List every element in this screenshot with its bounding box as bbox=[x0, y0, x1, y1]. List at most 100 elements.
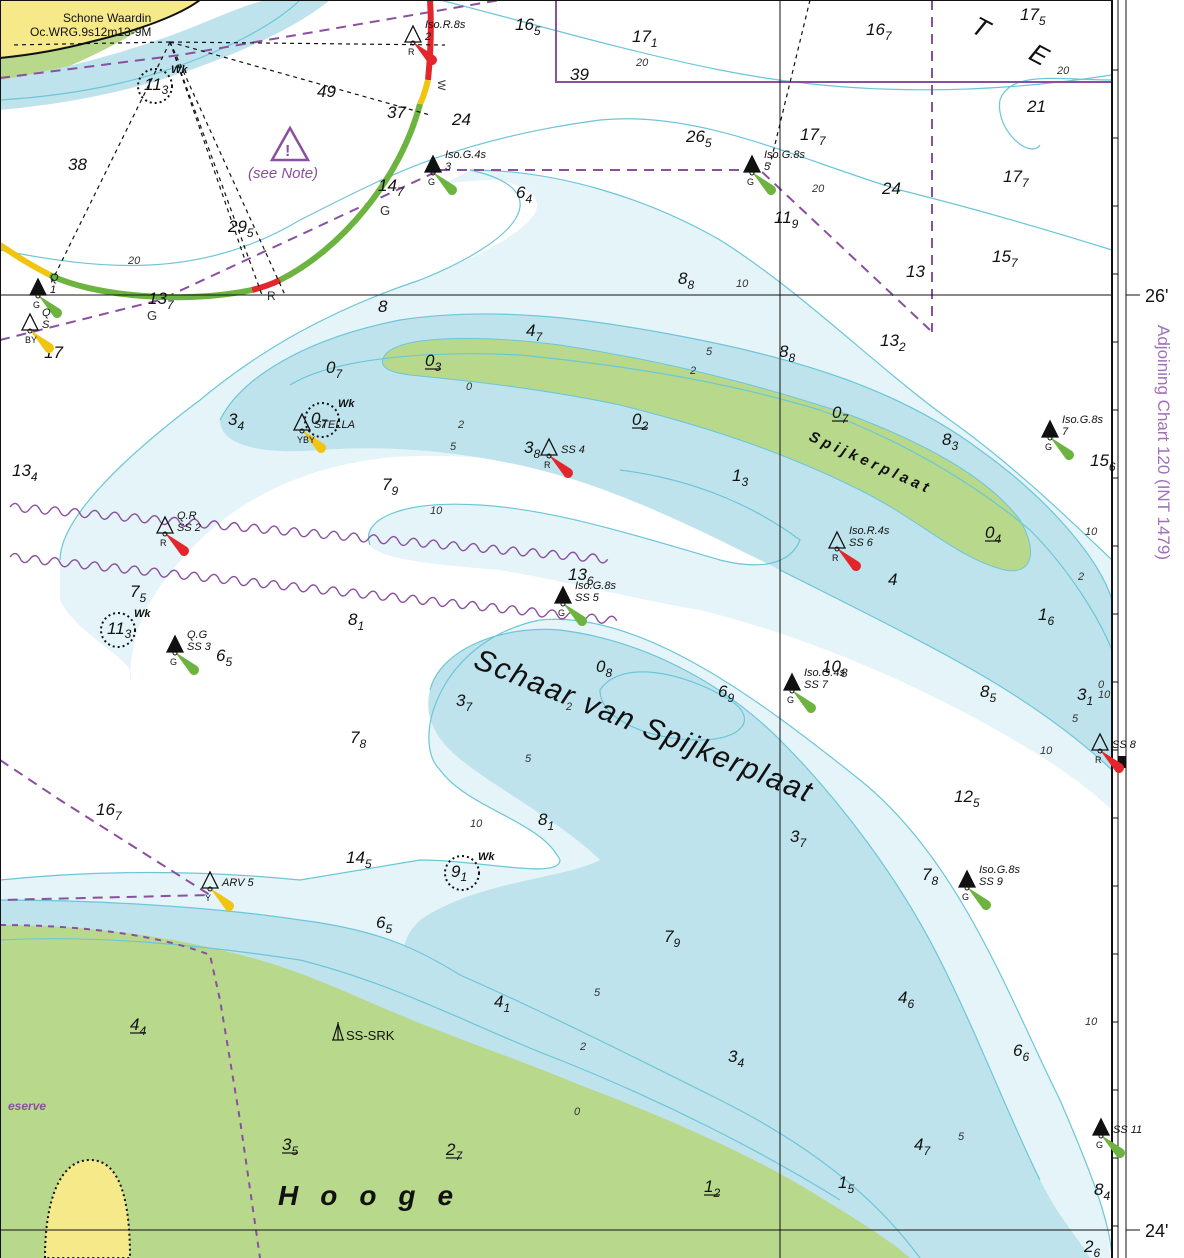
contour-label: 10 bbox=[1085, 1016, 1098, 1028]
shallow-area-channel bbox=[403, 629, 1090, 1258]
buoy-number: 5 bbox=[764, 161, 771, 173]
buoy-colour: G bbox=[428, 177, 435, 187]
buoy-ss2-icon: Q.RSS 2 R bbox=[155, 510, 201, 556]
buoy-colour: Y bbox=[205, 893, 211, 903]
sounding: 37 bbox=[387, 103, 406, 122]
buoy-colour: R bbox=[544, 460, 551, 470]
buoy-stella-icon: STELLA YBY bbox=[292, 412, 355, 453]
sounding: 147 bbox=[378, 176, 405, 199]
sounding: 125 bbox=[954, 787, 980, 810]
contour-label: 10 bbox=[470, 818, 483, 830]
buoy-number: SS 4 bbox=[561, 444, 585, 456]
sounding: 177 bbox=[800, 125, 827, 148]
buoy-number: STELLA bbox=[314, 419, 355, 431]
contour-label: 0 bbox=[466, 381, 473, 393]
sounding: 65 bbox=[216, 646, 232, 669]
adjoining-chart-note: Adjoining Chart 120 (INT 1479) bbox=[1154, 325, 1173, 560]
dune-yellow bbox=[43, 1158, 132, 1258]
latitude-24-label: 24' bbox=[1145, 1221, 1168, 1241]
letter-e: E bbox=[1025, 37, 1055, 72]
land-hooge bbox=[0, 925, 910, 1258]
caution-triangle-icon: ! bbox=[269, 125, 311, 162]
reserve-label: eserve bbox=[8, 1099, 46, 1113]
contour-label: 5 bbox=[594, 987, 601, 999]
contour-label: 10 bbox=[1040, 745, 1053, 757]
sounding: 175 bbox=[1020, 5, 1046, 28]
drying-bank-spijkerplaat bbox=[381, 337, 1032, 572]
sounding: 24 bbox=[881, 179, 901, 198]
sounding: 157 bbox=[992, 247, 1019, 270]
buoy-colour: G bbox=[558, 608, 565, 618]
contour-label: 20 bbox=[635, 57, 649, 69]
sounding: 81 bbox=[348, 610, 364, 633]
buoy-number: 7 bbox=[1062, 426, 1069, 438]
contour-label: 10 bbox=[736, 278, 749, 290]
contour-label: 5 bbox=[450, 441, 457, 453]
land-yellow-top bbox=[0, 0, 202, 60]
sounding: 167 bbox=[866, 20, 893, 43]
sounding: 79 bbox=[382, 475, 398, 498]
sounding: 119 bbox=[774, 208, 799, 231]
light-sector-arc bbox=[0, 0, 434, 301]
contour-label: 2 bbox=[565, 701, 572, 713]
buoy-number: 2 bbox=[424, 31, 431, 43]
buoy-colour: G bbox=[787, 695, 794, 705]
shallow-top-left bbox=[0, 0, 330, 110]
buoy-colour: G bbox=[170, 657, 177, 667]
buoys: Iso.R.8s2RIso.G.4s3GIso.G.8s5GQ1GQSBYSTE… bbox=[20, 19, 1142, 1158]
sounding: 132 bbox=[880, 331, 906, 354]
contour-label: 5 bbox=[1072, 713, 1079, 725]
station-label: SS-SRK bbox=[346, 1028, 395, 1043]
wreck-tag: Wk bbox=[134, 608, 151, 620]
shallow-area-spijkerplaat bbox=[220, 313, 1112, 770]
buoy-number: SS 2 bbox=[177, 522, 201, 534]
svg-text:!: ! bbox=[285, 143, 290, 160]
sector-label-g2: G bbox=[147, 308, 157, 323]
buoy-characteristic: Iso.G.8s bbox=[764, 149, 805, 161]
island-name: Hooge bbox=[278, 1180, 475, 1211]
buoy-q-1-icon: Q1G bbox=[28, 272, 62, 319]
wreck-tag: Wk bbox=[338, 398, 355, 410]
buoy-colour: G bbox=[1045, 442, 1052, 452]
buoy-ss4-icon: SS 4 R bbox=[539, 437, 585, 478]
buoy-characteristic: Iso.G.8s bbox=[979, 864, 1020, 876]
buoy-ss8-icon: SS 8 R bbox=[1090, 732, 1137, 773]
buoy-colour: G bbox=[962, 892, 969, 902]
buoy-ss11-icon: SS 11 G bbox=[1091, 1117, 1142, 1158]
sector-limits bbox=[9, 0, 811, 296]
intermediate-depth-area-north bbox=[60, 170, 1112, 810]
light-characteristic: Oc.WRG.9s12m13-9M bbox=[30, 25, 151, 39]
buoy-characteristic: Iso.G.8s bbox=[1062, 414, 1103, 426]
sounding: 49 bbox=[317, 82, 336, 101]
sounding: 4 bbox=[888, 570, 897, 589]
buoy-colour: R bbox=[160, 538, 167, 548]
buoy-colour: YBY bbox=[297, 435, 315, 445]
letter-t: T bbox=[967, 10, 997, 45]
buoy-ss3-icon: Q.GSS 3 G bbox=[165, 629, 212, 675]
contour-label: 5 bbox=[706, 346, 713, 358]
see-note-label: (see Note) bbox=[248, 165, 318, 182]
wreck-tag: Wk bbox=[171, 64, 188, 76]
buoy-number: SS 9 bbox=[979, 876, 1003, 888]
buoy-number: SS 7 bbox=[804, 679, 829, 691]
sounding: 38 bbox=[68, 155, 87, 174]
sounding: 295 bbox=[227, 217, 254, 240]
contour-label: 0 bbox=[574, 1106, 581, 1118]
buoy-characteristic: Iso.G.4s bbox=[804, 667, 845, 679]
contour-label: 5 bbox=[958, 1131, 965, 1143]
buoy-number: 3 bbox=[445, 161, 452, 173]
sounding: 145 bbox=[346, 848, 372, 871]
buoy-number: ARV 5 bbox=[221, 877, 254, 889]
sounding: 13 bbox=[906, 262, 925, 281]
contour-label: 2 bbox=[579, 1041, 586, 1053]
boundaries bbox=[0, 0, 1112, 1258]
sector-label-r: R bbox=[267, 289, 276, 303]
sounding: 265 bbox=[685, 127, 712, 150]
lat-ticks bbox=[1112, 69, 1118, 1227]
